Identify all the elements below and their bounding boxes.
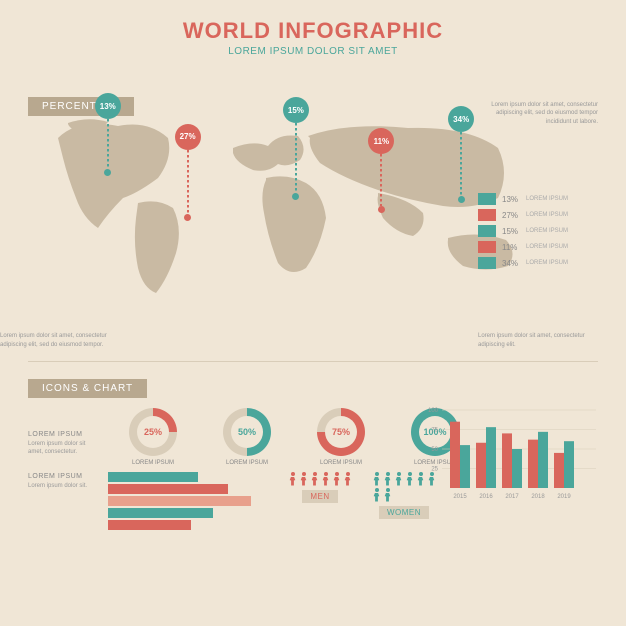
hbar — [108, 496, 251, 506]
svg-text:2016: 2016 — [479, 494, 493, 500]
map-pin: 15% — [283, 97, 309, 200]
page-subtitle: LOREM IPSUM DOLOR SIT AMET — [0, 46, 626, 57]
person-icon — [394, 472, 403, 486]
person-icon — [321, 472, 330, 486]
svg-text:50: 50 — [431, 447, 438, 453]
divider — [28, 361, 598, 362]
horizontal-bars — [108, 472, 258, 532]
donut: 25%LOREM IPSUM — [118, 408, 188, 466]
person-icon — [372, 472, 381, 486]
donut: 50%LOREM IPSUM — [212, 408, 282, 466]
map-section: PERCENTAGE Lorem ipsum dolor sit amet, c… — [0, 93, 626, 353]
lorem-bottom-left: Lorem ipsum dolor sit amet, consectetur … — [0, 332, 110, 349]
hbar — [108, 508, 213, 518]
map-pin: 27% — [175, 124, 201, 221]
person-icon — [332, 472, 341, 486]
icons-chart-section: ICONS & CHART LOREM IPSUM Lorem ipsum do… — [0, 370, 626, 466]
svg-text:2019: 2019 — [557, 494, 571, 500]
legend-row: 13%LOREM IPSUM — [478, 193, 598, 205]
hbar — [108, 472, 198, 482]
map-pin: 34% — [448, 106, 474, 203]
header: WORLD INFOGRAPHIC LOREM IPSUM DOLOR SIT … — [0, 0, 626, 65]
legend-row: 34%LOREM IPSUM — [478, 257, 598, 269]
map-pin: 13% — [95, 93, 121, 176]
person-icon — [383, 472, 392, 486]
legend: 13%LOREM IPSUM 27%LOREM IPSUM 15%LOREM IPS… — [478, 193, 598, 273]
person-icon — [343, 472, 352, 486]
svg-text:2015: 2015 — [453, 494, 467, 500]
donut: 75%LOREM IPSUM — [306, 408, 376, 466]
legend-row: 27%LOREM IPSUM — [478, 209, 598, 221]
person-icon — [288, 472, 297, 486]
person-icon — [383, 488, 392, 502]
person-icon — [372, 488, 381, 502]
lorem-bottom-right: Lorem ipsum dolor sit amet, consectetur … — [478, 332, 598, 349]
person-icon — [405, 472, 414, 486]
person-icon — [299, 472, 308, 486]
bar-chart: 25507510020152016201720182019 — [418, 406, 598, 506]
hbar-lorem: LOREM IPSUM Lorem ipsum dolor sit. — [28, 472, 98, 532]
svg-text:75: 75 — [431, 428, 438, 434]
map-pin: 11% — [368, 128, 394, 213]
men-group: MEN — [288, 472, 352, 532]
svg-text:2018: 2018 — [531, 494, 545, 500]
person-icon — [427, 472, 436, 486]
page-title: WORLD INFOGRAPHIC — [0, 18, 626, 44]
hbar — [108, 520, 191, 530]
icons-lorem: LOREM IPSUM Lorem ipsum dolor sit amet, … — [28, 430, 98, 457]
hbar — [108, 484, 228, 494]
legend-row: 11%LOREM IPSUM — [478, 241, 598, 253]
person-icon — [416, 472, 425, 486]
svg-text:2017: 2017 — [505, 494, 519, 500]
person-icon — [310, 472, 319, 486]
svg-text:100: 100 — [428, 408, 439, 414]
legend-row: 15%LOREM IPSUM — [478, 225, 598, 237]
icons-label: ICONS & CHART — [28, 379, 147, 398]
